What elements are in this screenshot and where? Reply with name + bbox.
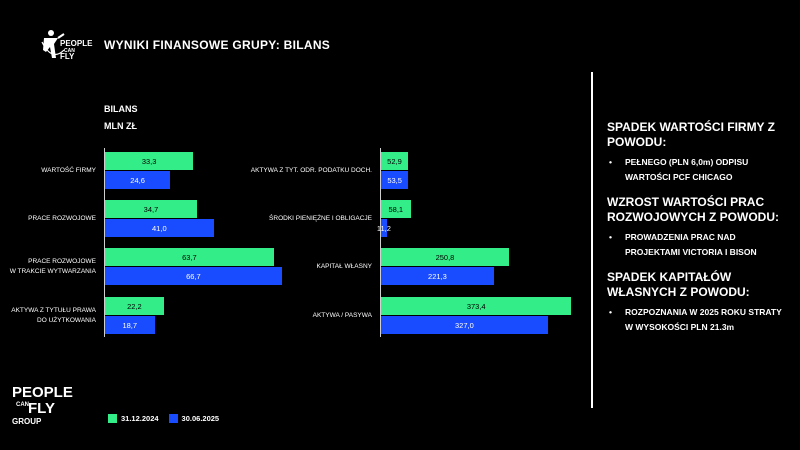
note-heading-equity: SPADEK KAPITAŁÓW WŁASNYCH Z POWODU: [607, 270, 750, 299]
bar-value-label: 52,9 [387, 156, 402, 166]
logo-text-people: PEOPLE [60, 39, 93, 48]
notes-panel: SPADEK WARTOŚCI FIRMY Z POWODU: • PEŁNEG… [607, 120, 792, 345]
bar-value-label: 373,4 [466, 301, 486, 311]
bar-2024: 373,4 [381, 297, 572, 315]
vertical-divider [591, 72, 593, 408]
chart-axis-line [380, 148, 381, 337]
category-label-line: AKTYWA / PASYWA [312, 312, 372, 319]
bar-value-label: 66,7 [186, 271, 201, 281]
bar-2025: 41,0 [105, 219, 214, 237]
bar-value-label: 33,3 [141, 156, 157, 166]
category-label-line: ŚRODKI PIENIĘŻNE I OBLIGACJE [269, 215, 372, 222]
category-label-line: AKTYWA Z TYTUŁU PRAWA [11, 307, 96, 314]
bar-2025: 327,0 [381, 316, 548, 334]
category-label-line: DO UŻYTKOWANIA [37, 317, 96, 324]
category-label: KAPITAŁ WŁASNY [212, 262, 372, 272]
category-label: AKTYWA Z TYT. ODR. PODATKU DOCH. [212, 166, 372, 176]
category-label: PRACE ROZWOJOWE W TRAKCIE WYTWARZANIA [0, 257, 96, 277]
bar-2025: 18,7 [105, 316, 155, 334]
bar-value-label: 250,8 [435, 252, 455, 262]
chart-legend: 31.12.2024 30.06.2025 [108, 414, 229, 423]
logo-text-group: GROUP [12, 417, 42, 426]
legend-swatch-2025 [168, 414, 178, 423]
page-title: WYNIKI FINANSOWE GRUPY: BILANS [104, 38, 331, 52]
bullet-icon: • [609, 307, 612, 317]
bar-value-label: 34,7 [143, 204, 159, 214]
chart-axis-line [104, 148, 105, 337]
note-heading-development: WZROST WARTOŚCI PRAC ROZWOJOWYCH Z POWOD… [607, 195, 779, 224]
legend-label-2025: 30.06.2025 [181, 414, 220, 423]
bar-value-label: 22,2 [127, 301, 142, 311]
chart-title: BILANS [104, 104, 138, 114]
bar-2024: 58,1 [381, 200, 411, 218]
note-text: ROZPOZNANIA W 2025 ROKU STRATY W WYSOKOŚ… [625, 307, 782, 332]
group-logo: PEOPLE CAN FLY GROUP [12, 385, 73, 426]
category-label: AKTYWA Z TYTUŁU PRAWA DO UŻYTKOWANIA [0, 306, 96, 326]
company-logo: PEOPLE CAN FLY [40, 28, 93, 68]
bar-2024: 33,3 [105, 152, 194, 170]
bar-2025: 24,6 [105, 171, 171, 189]
logo-text-can: CAN [64, 48, 75, 54]
note-text: PROWADZENIA PRAC NAD PROJEKTAMI VICTORIA… [625, 232, 757, 257]
bar-2024: 22,2 [105, 297, 164, 315]
bar-value-label: 11,2 [376, 223, 391, 233]
note-section: WZROST WARTOŚCI PRAC ROZWOJOWYCH Z POWOD… [607, 195, 792, 260]
category-label: PRACE ROZWOJOWE [0, 214, 96, 224]
category-label: AKTYWA / PASYWA [212, 311, 372, 321]
logo-figure-icon [41, 30, 65, 58]
bar-value-label: 221,3 [428, 271, 447, 281]
category-label-line: KAPITAŁ WŁASNY [316, 263, 372, 270]
chart-unit: MLN ZŁ [104, 121, 137, 131]
logo-text-fly: FLY [60, 52, 75, 61]
note-section: SPADEK KAPITAŁÓW WŁASNYCH Z POWODU: • RO… [607, 270, 792, 335]
bar-2025: 221,3 [381, 267, 494, 285]
category-label-line: PRACE ROZWOJOWE [28, 215, 96, 222]
note-item-goodwill: • PEŁNEGO (PLN 6,0m) ODPISU WARTOŚCI PCF… [607, 155, 792, 185]
bar-2025: 66,7 [105, 267, 282, 285]
bar-2024: 250,8 [381, 248, 509, 266]
logo-text-can: CAN [16, 402, 29, 408]
note-heading-goodwill: SPADEK WARTOŚCI FIRMY Z POWODU: [607, 120, 776, 149]
note-item-equity: • ROZPOZNANIA W 2025 ROKU STRATY W WYSOK… [607, 305, 792, 335]
bar-2024: 52,9 [381, 152, 408, 170]
category-label-line: WARTOŚĆ FIRMY [41, 167, 96, 174]
category-label-line: AKTYWA Z TYT. ODR. PODATKU DOCH. [250, 167, 372, 174]
logo-text-people: PEOPLE [12, 384, 73, 401]
legend-swatch-2024 [108, 414, 117, 423]
category-label-line: PRACE ROZWOJOWE [28, 258, 96, 265]
logo-text-fly: FLY [28, 400, 55, 417]
bullet-icon: • [609, 157, 612, 167]
bullet-icon: • [609, 232, 612, 242]
category-label: WARTOŚĆ FIRMY [0, 166, 96, 176]
bar-value-label: 41,0 [152, 223, 167, 233]
bar-2025: 11,2 [377, 219, 391, 237]
bar-value-label: 18,7 [122, 320, 138, 330]
bar-2024: 63,7 [105, 248, 274, 266]
category-label: ŚRODKI PIENIĘŻNE I OBLIGACJE [212, 214, 372, 224]
bar-value-label: 58,1 [388, 204, 404, 214]
category-label-line: W TRAKCIE WYTWARZANIA [9, 268, 96, 275]
bar-2025: 53,5 [381, 171, 409, 189]
note-section: SPADEK WARTOŚCI FIRMY Z POWODU: • PEŁNEG… [607, 120, 792, 185]
legend-label-2024: 31.12.2024 [121, 414, 159, 423]
note-item-development: • PROWADZENIA PRAC NAD PROJEKTAMI VICTOR… [607, 230, 792, 260]
bar-value-label: 24,6 [130, 175, 145, 185]
bar-value-label: 327,0 [454, 320, 474, 330]
note-text: PEŁNEGO (PLN 6,0m) ODPISU WARTOŚCI PCF C… [625, 157, 749, 182]
bar-value-label: 53,5 [387, 175, 402, 185]
bar-2024: 34,7 [105, 200, 197, 218]
bar-value-label: 63,7 [182, 252, 197, 262]
